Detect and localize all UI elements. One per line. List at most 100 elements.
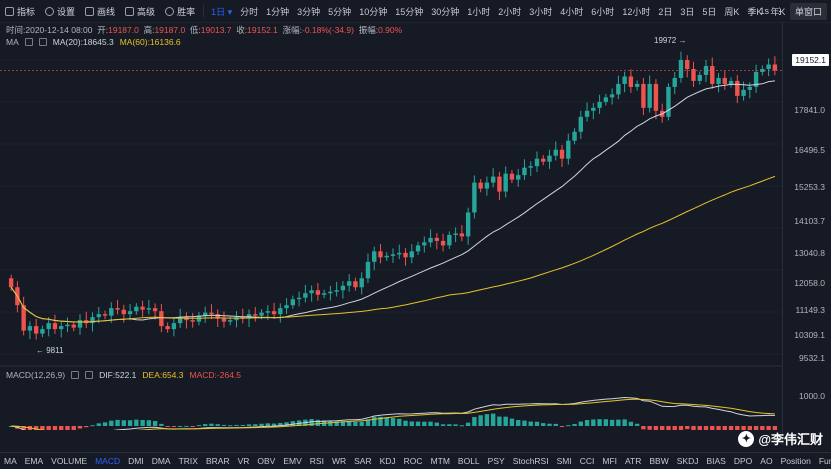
macd-bar bbox=[171, 426, 177, 427]
indicator-tab-kdj[interactable]: KDJ bbox=[379, 456, 396, 466]
interval-13[interactable]: 2日 bbox=[658, 6, 673, 17]
macd-bar bbox=[591, 419, 596, 426]
candle-body bbox=[428, 237, 433, 243]
macd-bar bbox=[309, 419, 314, 426]
indicator-tab-ao[interactable]: AO bbox=[760, 456, 773, 466]
candle-body bbox=[484, 182, 490, 189]
indicator-tab-rsi[interactable]: RSI bbox=[309, 456, 324, 466]
indicator-tab-sar[interactable]: SAR bbox=[354, 456, 372, 466]
candle-body bbox=[165, 326, 170, 330]
watermark: ✦ @李伟汇财 bbox=[738, 429, 823, 448]
price-tick-8: 10309.1 bbox=[794, 329, 825, 340]
interval-6[interactable]: 30分钟 bbox=[431, 6, 460, 17]
interval-11[interactable]: 6小时 bbox=[591, 6, 615, 17]
close-icon[interactable] bbox=[38, 38, 47, 46]
draw-button[interactable]: 画线 bbox=[80, 5, 120, 18]
more-icon[interactable]: ⋮ bbox=[774, 5, 784, 16]
settings-icon[interactable] bbox=[24, 38, 33, 46]
candle-body bbox=[647, 83, 652, 108]
indicator-tab-smi[interactable]: SMI bbox=[556, 456, 572, 466]
macd-bar bbox=[384, 417, 389, 426]
indicator-tab-cci[interactable]: CCI bbox=[579, 456, 595, 466]
macd-bar bbox=[109, 420, 114, 426]
indicator-tab-dma[interactable]: DMA bbox=[151, 456, 171, 466]
indicator-tab-ema[interactable]: EMA bbox=[24, 456, 44, 466]
candle-body bbox=[46, 323, 51, 330]
indicator-tab-dmi[interactable]: DMI bbox=[128, 456, 144, 466]
macd-bar bbox=[497, 416, 502, 426]
advanced-button[interactable]: 高级 bbox=[120, 5, 160, 18]
close-icon[interactable] bbox=[85, 371, 94, 379]
indicator-tab-mfi[interactable]: MFI bbox=[602, 456, 617, 466]
indicator-tab-skdj[interactable]: SKDJ bbox=[676, 456, 699, 466]
candle-body bbox=[296, 297, 302, 300]
indicator-tab-bbw[interactable]: BBW bbox=[649, 456, 669, 466]
realtime-interval[interactable]: 1s bbox=[759, 6, 769, 16]
winrate-button[interactable]: 胜率 bbox=[160, 5, 200, 18]
indicator-tab-fundflow[interactable]: Fundflow bbox=[818, 456, 831, 466]
interval-0[interactable]: 分时 bbox=[240, 6, 259, 17]
indicator-tab-macd[interactable]: MACD bbox=[95, 456, 121, 466]
interval-10[interactable]: 4小时 bbox=[560, 6, 584, 17]
indicator-tab-wr[interactable]: WR bbox=[331, 456, 347, 466]
settings-icon[interactable] bbox=[71, 371, 80, 379]
macd-bar bbox=[509, 418, 515, 426]
interval-3[interactable]: 5分钟 bbox=[328, 6, 352, 17]
indicator-tab-obv[interactable]: OBV bbox=[257, 456, 276, 466]
indicator-tab-roc[interactable]: ROC bbox=[403, 456, 423, 466]
macd-bar bbox=[340, 421, 346, 426]
candle-body bbox=[453, 233, 458, 235]
indicator-tab-atr[interactable]: ATR bbox=[625, 456, 642, 466]
indicator-tab-mtm[interactable]: MTM bbox=[430, 456, 450, 466]
interval-17[interactable]: 季K bbox=[747, 6, 763, 17]
interval-1[interactable]: 1分钟 bbox=[266, 6, 290, 17]
interval-18[interactable]: 年K bbox=[770, 6, 786, 17]
dif-line bbox=[11, 396, 775, 430]
indicator-tab-dpo[interactable]: DPO bbox=[733, 456, 753, 466]
candle-body bbox=[728, 80, 734, 84]
indicator-tab-bias[interactable]: BIAS bbox=[706, 456, 726, 466]
candle-body bbox=[315, 290, 321, 295]
indicator-tab-trix[interactable]: TRIX bbox=[178, 456, 198, 466]
interval-dropdown[interactable]: 1日 ▾ bbox=[211, 6, 233, 17]
interval-12[interactable]: 12小时 bbox=[622, 6, 651, 17]
calendar-icon bbox=[125, 6, 135, 16]
price-tick-7: 11149.3 bbox=[795, 304, 825, 315]
macd-bar bbox=[459, 425, 465, 427]
indicator-tab-psy[interactable]: PSY bbox=[487, 456, 505, 466]
interval-5[interactable]: 15分钟 bbox=[395, 6, 424, 17]
price-axis[interactable]: 17841.0 16496.5 15253.3 14103.7 13040.8 12058… bbox=[782, 22, 831, 445]
interval-7[interactable]: 1小时 bbox=[467, 6, 491, 17]
interval-8[interactable]: 2小时 bbox=[498, 6, 522, 17]
indicator-tab-position[interactable]: Position bbox=[780, 456, 811, 466]
indicator-button[interactable]: 指标 bbox=[0, 5, 40, 18]
indicator-tab-brar[interactable]: BRAR bbox=[205, 456, 230, 466]
candle-body bbox=[102, 314, 108, 316]
candle-body bbox=[234, 317, 239, 321]
macd-bar bbox=[522, 420, 527, 426]
indicator-tab-stochrsi[interactable]: StochRSI bbox=[512, 456, 549, 466]
indicator-tab-vr[interactable]: VR bbox=[237, 456, 250, 466]
macd-legend: MACD(12,26,9) DIF:522.1 DEA:654.3 MACD:-… bbox=[6, 370, 241, 380]
macd-bar bbox=[90, 425, 95, 427]
interval-14[interactable]: 3日 bbox=[680, 6, 695, 17]
indicator-tab-boll[interactable]: BOLL bbox=[457, 456, 480, 466]
interval-2[interactable]: 3分钟 bbox=[297, 6, 321, 17]
settings-button[interactable]: 设置 bbox=[40, 5, 80, 18]
candle-body bbox=[403, 252, 408, 258]
indicator-tab-volume[interactable]: VOLUME bbox=[51, 456, 88, 466]
candle-body bbox=[140, 306, 145, 310]
interval-16[interactable]: 周K bbox=[724, 6, 740, 17]
indicator-tab-emv[interactable]: EMV bbox=[283, 456, 302, 466]
interval-15[interactable]: 5日 bbox=[702, 6, 717, 17]
candle-body bbox=[59, 326, 64, 330]
price-chart[interactable] bbox=[0, 0, 783, 430]
macd-bar bbox=[616, 419, 621, 426]
candle-body bbox=[378, 251, 383, 258]
indicator-tab-ma[interactable]: MA bbox=[4, 456, 17, 466]
interval-9[interactable]: 3小时 bbox=[529, 6, 553, 17]
interval-4[interactable]: 10分钟 bbox=[359, 6, 388, 17]
candle-body bbox=[691, 68, 696, 81]
window-mode-button[interactable]: 单窗口 bbox=[789, 2, 827, 20]
macd-bar bbox=[685, 426, 690, 430]
